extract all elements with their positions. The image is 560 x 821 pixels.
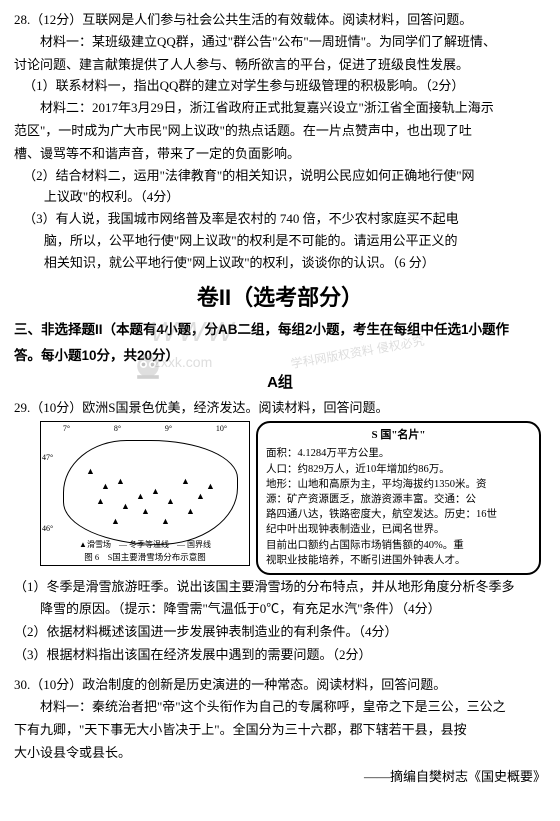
card-line: 纪中叶出现钟表制造业，已闻名世界。	[266, 522, 531, 537]
ski-marker: ▲	[151, 487, 160, 496]
ski-marker: ▲	[96, 497, 105, 506]
q28-s3a: （3）有人说，我国城市网络普及率是农村的 740 倍，不少农村家庭买不起电	[14, 209, 546, 230]
q29-s3: （3）根据材料指出该国在经济发展中遇到的需要问题。（2分）	[14, 645, 546, 666]
section2-title: 卷II（选考部分）	[14, 280, 546, 315]
ski-marker: ▲	[206, 482, 215, 491]
q30-m1a: 材料一：秦统治者把"帝"这个头衔作为自己的专属称呼，皇帝之下是三公，三公之	[14, 697, 546, 718]
lat-tick: 46°	[42, 523, 53, 536]
q28-head: 28.（12分）互联网是人们参与社会公共生活的有效载体。阅读材料，回答问题。	[14, 10, 546, 31]
ski-marker: ▲	[161, 517, 170, 526]
lon-tick: 10°	[216, 423, 227, 436]
ski-marker: ▲	[181, 477, 190, 486]
ski-marker: ▲	[121, 502, 130, 511]
lon-tick: 9°	[165, 423, 172, 436]
q29-card: S 国"名片" 面积：4.1284万平方公里。 人口：约829万人，近10年增加…	[256, 421, 541, 575]
group-a-label: A组	[14, 371, 546, 395]
card-line: 地形：山地和高原为主，平均海拔约1350米。资	[266, 477, 531, 492]
q29-s1a: （1）冬季是滑雪旅游旺季。说出该国主要滑雪场的分布特点，并从地形角度分析冬季多	[14, 577, 546, 598]
card-title: S 国"名片"	[266, 428, 531, 444]
ski-marker: ▲	[116, 477, 125, 486]
q28-s1: （1）联系材料一，指出QQ群的建立对学生参与班级管理的积极影响。（2分）	[14, 76, 546, 97]
q29-figure-row: 7° 8° 9° 10° 47° 46° ▲ ▲ ▲ ▲ ▲ ▲ ▲ ▲ ▲ ▲…	[40, 421, 546, 575]
card-line: 人口：约829万人，近10年增加约86万。	[266, 462, 531, 477]
q28-s2a: （2）结合材料二，运用"法律教育"的相关知识，说明公民应如何正确地行使"网	[14, 166, 546, 187]
q29-head: 29.（10分）欧洲S国景色优美，经济发达。阅读材料，回答问题。	[14, 398, 546, 419]
q29-map: 7° 8° 9° 10° 47° 46° ▲ ▲ ▲ ▲ ▲ ▲ ▲ ▲ ▲ ▲…	[40, 421, 250, 566]
instruction-b: 答。每小题10分，共20分）	[14, 345, 546, 368]
ski-marker: ▲	[136, 492, 145, 501]
lat-tick: 47°	[42, 452, 53, 465]
lon-tick: 7°	[63, 423, 70, 436]
card-line: 路四通八达，铁路密度大，航空发达。历史：16世	[266, 507, 531, 522]
ski-marker: ▲	[196, 492, 205, 501]
q30-source: ——摘编自樊树志《国史概要》	[14, 767, 546, 788]
map-legend: ▲滑雪场 — 冬季等温线 — 国界线	[41, 539, 249, 552]
lon-tick: 8°	[114, 423, 121, 436]
q28-m2c: 槽、谩骂等不和谐声音，带来了一定的负面影响。	[14, 144, 546, 165]
q29-s2: （2）依据材料概述该国进一步发展钟表制造业的有利条件。（4分）	[14, 622, 546, 643]
ski-marker: ▲	[86, 467, 95, 476]
ski-marker: ▲	[111, 517, 120, 526]
card-line: 视职业技能培养，不断引进国外钟表人才。	[266, 553, 531, 568]
q28-m2b: 范区"，一时成为广大市民"网上议政"的热点话题。在一片点赞声中，也出现了吐	[14, 121, 546, 142]
q28-m1b: 讨论问题、建言献策提供了人人参与、畅所欲言的平台，促进了班级良性发展。	[14, 55, 546, 76]
instruction-a: 三、非选择题II（本题有4小题，分AB二组，每组2小题，考生在每组中任选1小题作	[14, 319, 546, 342]
q28-s3b: 脑，所以，公平地行使"网上议政"的权利是不可能的。请运用公平正义的	[14, 231, 546, 252]
card-line: 源：矿产资源匮乏，旅游资源丰富。交通：公	[266, 492, 531, 507]
q30-m1b: 下有九卿，"天下事无大小皆决于上"。全国分为三十六郡，郡下辖若干县，县按	[14, 720, 546, 741]
q30-head: 30.（10分）政治制度的创新是历史演进的一种常态。阅读材料，回答问题。	[14, 675, 546, 696]
q28-m2a: 材料二：2017年3月29日，浙江省政府正式批复嘉兴设立"浙江省全面接轨上海示	[14, 98, 546, 119]
q28-s2b: 上议政"的权利。（4分）	[14, 187, 546, 208]
q30-m1c: 大小设县令或县长。	[14, 743, 546, 764]
q29-s1b: 降雪的原因。（提示：降雪需"气温低于0℃，有充足水汽"条件）（4分）	[14, 599, 546, 620]
ski-marker: ▲	[186, 507, 195, 516]
q28-m1a: 材料一：某班级建立QQ群，通过"群公告"公布"一周班情"。为同学们了解班情、	[14, 32, 546, 53]
map-lon-axis: 7° 8° 9° 10°	[41, 423, 249, 436]
ski-marker: ▲	[101, 482, 110, 491]
map-caption: 图 6 S国主要滑雪场分布示意图	[41, 551, 249, 565]
q28-s3c: 相关知识，就公平地行使"网上议政"的权利，谈谈你的认识。（6 分）	[14, 253, 546, 274]
card-line: 面积：4.1284万平方公里。	[266, 446, 531, 461]
card-line: 目前出口额约占国际市场销售额的40%。重	[266, 538, 531, 553]
ski-marker: ▲	[141, 507, 150, 516]
ski-marker: ▲	[166, 497, 175, 506]
